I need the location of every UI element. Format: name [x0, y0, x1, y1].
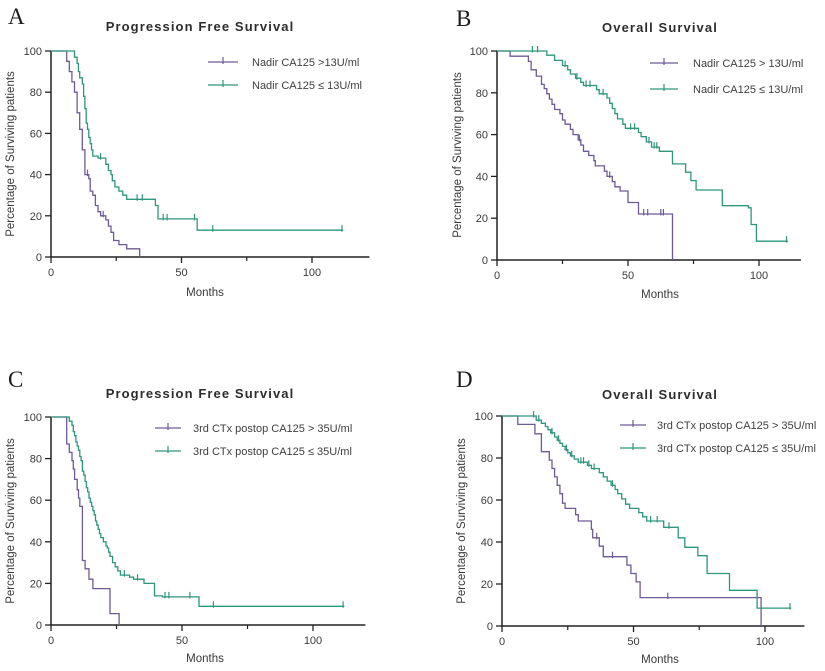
- km-chart-B: B Overall Survival Percentage of Survivi…: [452, 6, 803, 301]
- x-tick-label: 100: [756, 636, 774, 648]
- y-axis-label: Percentage of Surviving patients: [456, 438, 468, 604]
- km-curve: [502, 415, 792, 609]
- legend: Nadir CA125 >13U/ml Nadir CA125 ≤ 13U/ml: [208, 57, 362, 92]
- panel-letter: C: [8, 367, 23, 392]
- legend-row-low: Nadir CA125 ≤ 13U/ml: [208, 80, 362, 92]
- y-axis-label: Percentage of Surviving patients: [5, 71, 17, 237]
- y-tick-label: 40: [30, 170, 42, 182]
- km-chart-D: D Overall Survival Percentage of Survivi…: [456, 367, 816, 666]
- y-tick-label: 40: [476, 171, 488, 183]
- panel-letter: B: [456, 6, 471, 31]
- legend-label: Nadir CA125 > 13U/ml: [693, 58, 803, 70]
- x-tick-label: 50: [175, 267, 187, 279]
- panel-B: B Overall Survival Percentage of Survivi…: [413, 0, 825, 335]
- y-tick-label: 0: [36, 252, 42, 264]
- x-axis-label: Months: [186, 287, 224, 299]
- panel-letter: D: [456, 367, 473, 392]
- x-tick-label: 50: [627, 636, 639, 648]
- x-axis-label: Months: [186, 653, 224, 665]
- y-axis-label: Percentage of Surviving patients: [452, 72, 464, 238]
- km-curve: [51, 50, 141, 257]
- chart-title: Overall Survival: [602, 387, 718, 402]
- km-chart-C: C Progression Free Survival Percentage o…: [5, 367, 366, 665]
- plot-area: 0 20 40 60 80 100 0 50 100: [475, 411, 805, 648]
- km-curve: [51, 50, 344, 231]
- panel-letter: A: [8, 4, 25, 29]
- legend-label: 3rd CTx postop CA125 ≤ 35U/ml: [657, 443, 816, 455]
- plot-area: 0 20 40 60 80 100 0 50 100: [470, 46, 801, 282]
- y-tick-label: 80: [30, 454, 42, 466]
- y-tick-label: 40: [30, 537, 42, 549]
- x-tick-label: 0: [499, 636, 505, 648]
- y-tick-label: 60: [30, 128, 42, 140]
- x-axis-label: Months: [641, 289, 679, 301]
- x-tick-label: 100: [750, 270, 768, 282]
- legend: Nadir CA125 > 13U/ml Nadir CA125 ≤ 13U/m…: [650, 58, 803, 96]
- y-tick-label: 100: [475, 411, 493, 423]
- legend-row-high: Nadir CA125 > 13U/ml: [650, 58, 803, 70]
- chart-title: Overall Survival: [602, 20, 718, 35]
- km-curve: [51, 416, 120, 625]
- y-tick-label: 80: [476, 88, 488, 100]
- chart-title: Progression Free Survival: [106, 19, 295, 34]
- y-tick-label: 100: [470, 46, 488, 58]
- plot-area: 0 20 40 60 80 100 0 50 100: [24, 46, 370, 279]
- legend-label: Nadir CA125 >13U/ml: [252, 57, 359, 69]
- y-axis-label: Percentage of Surviving patients: [5, 438, 17, 604]
- x-axis-label: Months: [641, 654, 679, 666]
- y-tick-label: 20: [481, 579, 493, 591]
- km-curve: [497, 50, 788, 242]
- km-chart-A: A Progression Free Survival Percentage o…: [5, 4, 370, 299]
- plot-area: 0 20 40 60 80 100 0 50 100: [24, 412, 366, 647]
- legend-row-low: 3rd CTx postop CA125 ≤ 35U/ml: [620, 443, 816, 455]
- y-tick-label: 100: [24, 46, 42, 58]
- y-tick-label: 20: [30, 211, 42, 223]
- y-tick-label: 20: [476, 213, 488, 225]
- y-tick-label: 0: [482, 255, 488, 267]
- x-tick-label: 100: [304, 635, 322, 647]
- x-tick-label: 0: [48, 635, 54, 647]
- y-tick-label: 0: [36, 620, 42, 632]
- legend-row-high: 3rd CTx postop CA125 > 35U/ml: [620, 420, 816, 432]
- legend-label: Nadir CA125 ≤ 13U/ml: [252, 80, 362, 92]
- panel-C: C Progression Free Survival Percentage o…: [0, 335, 412, 671]
- legend-row-high: Nadir CA125 >13U/ml: [208, 57, 359, 69]
- panel-A: A Progression Free Survival Percentage o…: [0, 0, 412, 335]
- y-tick-label: 60: [476, 130, 488, 142]
- axes: [496, 51, 801, 261]
- km-curve: [502, 415, 762, 626]
- legend-row-low: 3rd CTx postop CA125 ≤ 35U/ml: [155, 446, 352, 458]
- x-tick-label: 100: [303, 267, 321, 279]
- y-tick-label: 60: [30, 495, 42, 507]
- y-tick-label: 60: [481, 495, 493, 507]
- x-tick-label: 0: [48, 267, 54, 279]
- legend-row-high: 3rd CTx postop CA125 > 35U/ml: [155, 423, 352, 435]
- x-tick-label: 0: [494, 270, 500, 282]
- y-tick-label: 40: [481, 537, 493, 549]
- legend: 3rd CTx postop CA125 > 35U/ml 3rd CTx po…: [620, 420, 816, 455]
- legend-label: 3rd CTx postop CA125 > 35U/ml: [193, 423, 352, 435]
- legend-row-low: Nadir CA125 ≤ 13U/ml: [650, 84, 803, 96]
- chart-title: Progression Free Survival: [106, 386, 295, 401]
- y-tick-label: 0: [487, 621, 493, 633]
- legend: 3rd CTx postop CA125 > 35U/ml 3rd CTx po…: [155, 423, 352, 458]
- x-tick-label: 50: [622, 270, 634, 282]
- km-curve: [51, 416, 345, 607]
- km-curve: [497, 50, 674, 260]
- y-tick-label: 20: [30, 578, 42, 590]
- panel-D: D Overall Survival Percentage of Survivi…: [413, 335, 825, 671]
- x-tick-label: 50: [176, 635, 188, 647]
- legend-label: Nadir CA125 ≤ 13U/ml: [693, 84, 803, 96]
- legend-label: 3rd CTx postop CA125 > 35U/ml: [657, 420, 816, 432]
- y-tick-label: 80: [30, 87, 42, 99]
- legend-label: 3rd CTx postop CA125 ≤ 35U/ml: [193, 446, 352, 458]
- y-tick-label: 80: [481, 453, 493, 465]
- y-tick-label: 100: [24, 412, 42, 424]
